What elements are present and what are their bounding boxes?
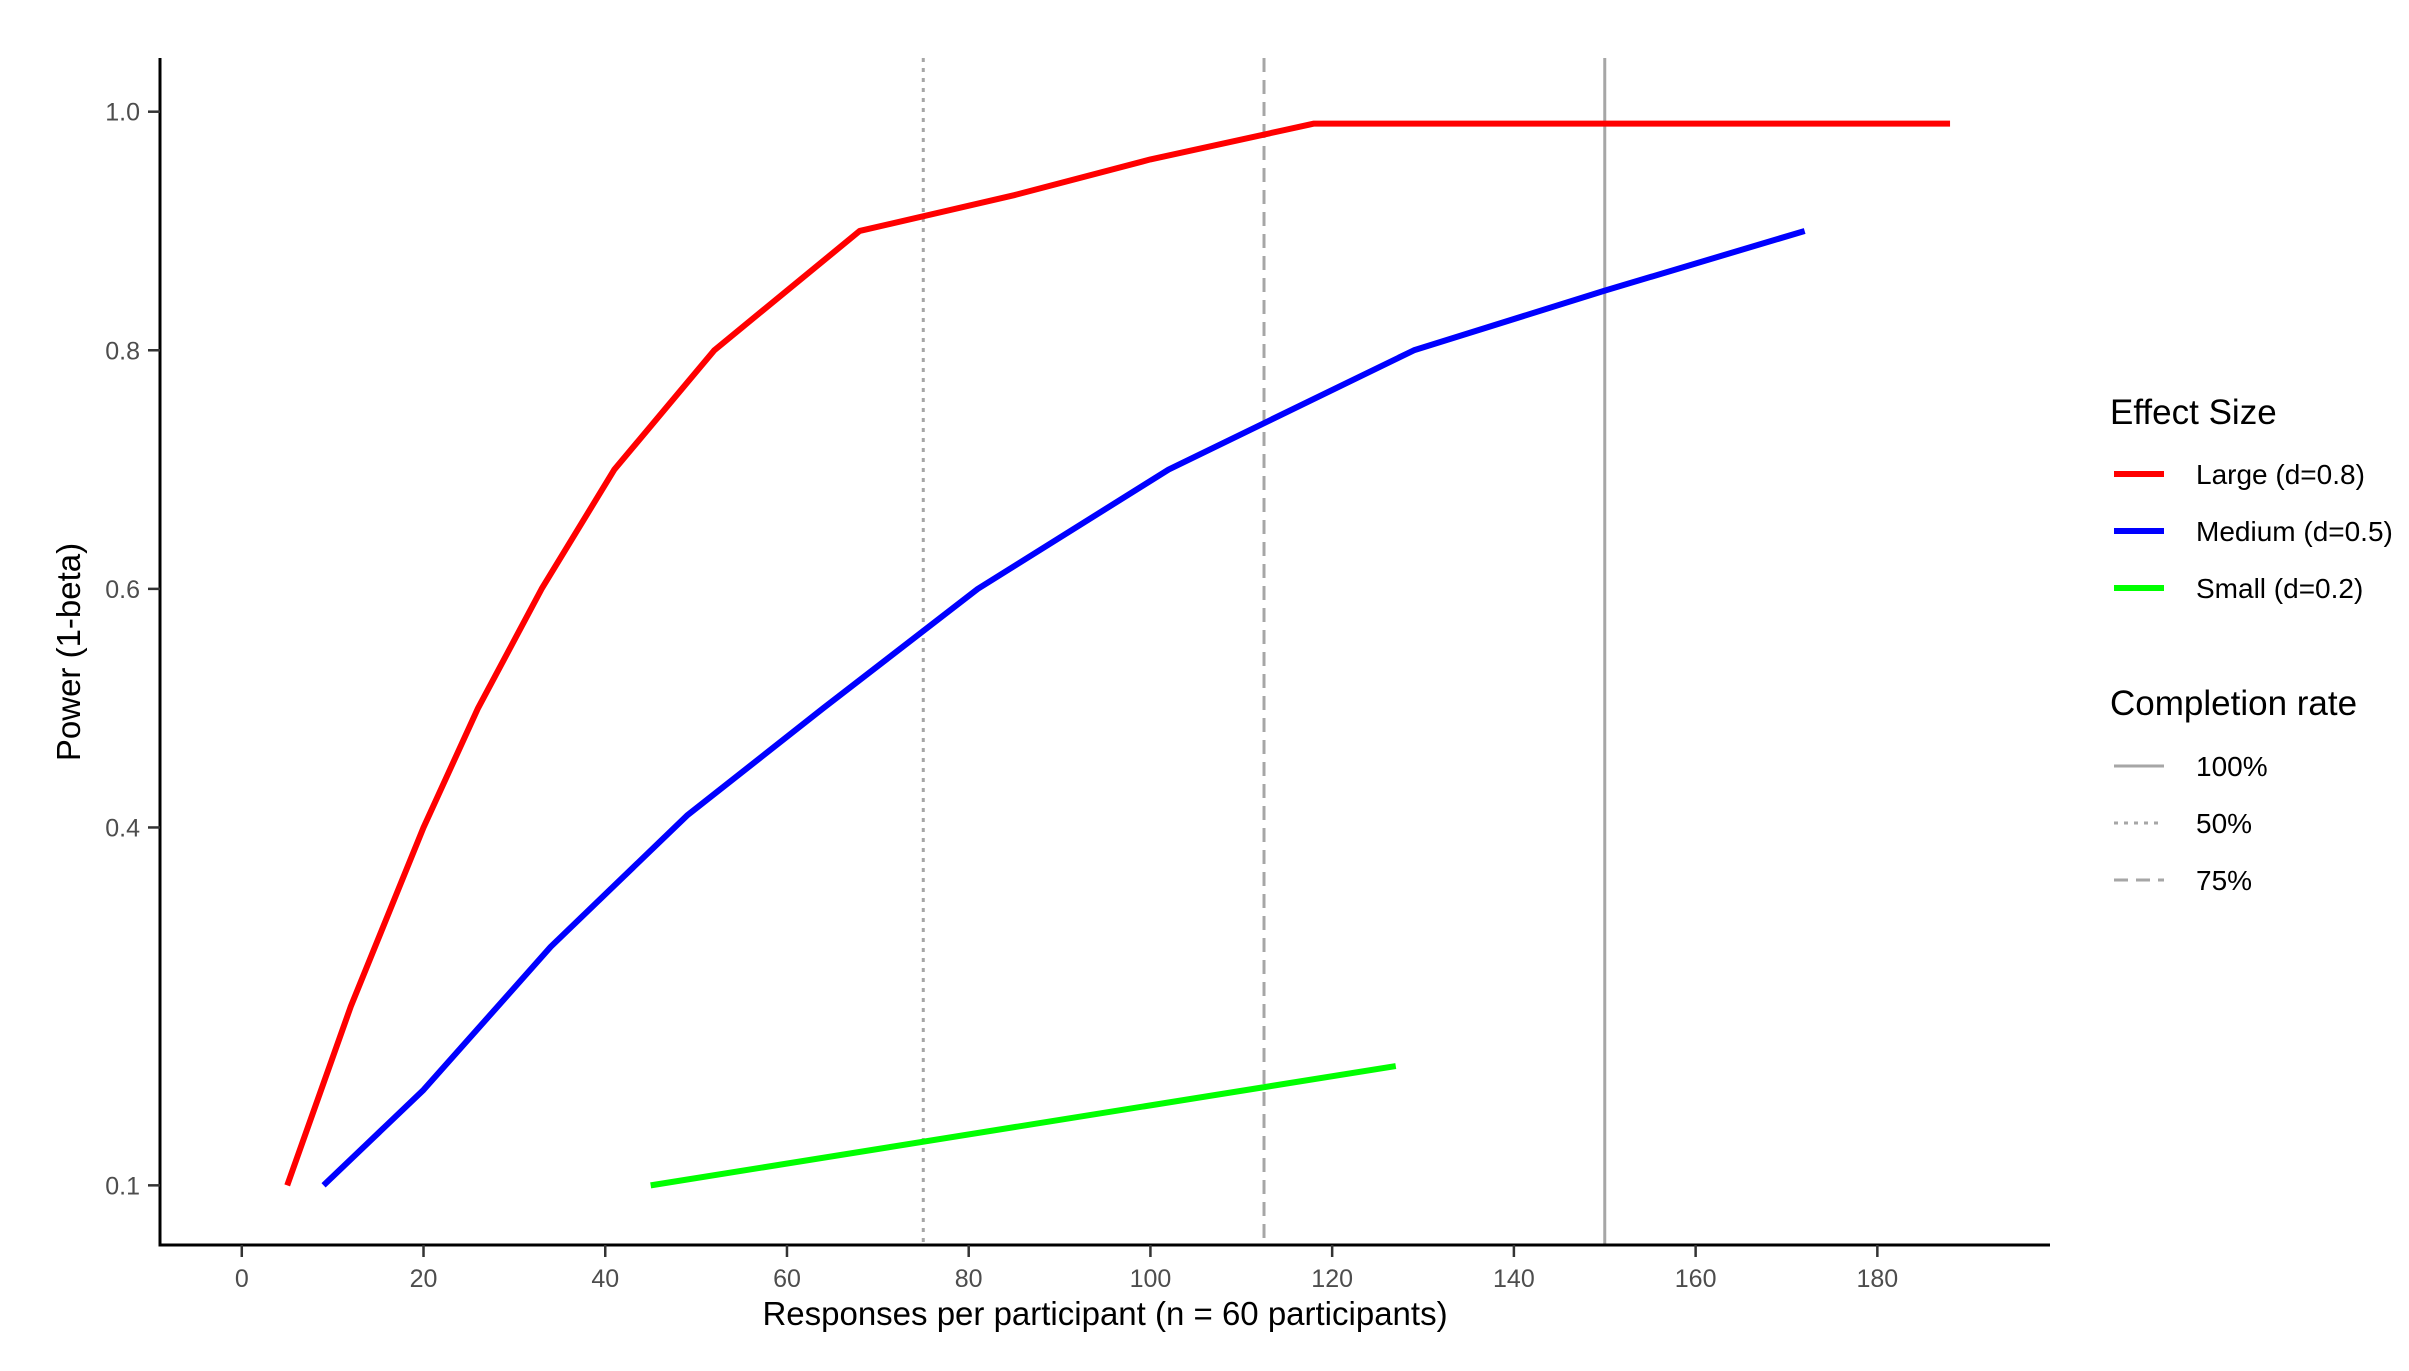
y-tick-label: 0.4 xyxy=(105,814,140,842)
x-tick-label: 120 xyxy=(1311,1265,1353,1293)
legend-label: Medium (d=0.5) xyxy=(2196,516,2393,547)
legend-label: Small (d=0.2) xyxy=(2196,573,2363,604)
x-tick-label: 80 xyxy=(955,1265,983,1293)
x-tick-label: 20 xyxy=(410,1265,438,1293)
series-line-small xyxy=(650,1063,1397,1189)
legend-title: Completion rate xyxy=(2110,684,2357,723)
legend-label: 50% xyxy=(2196,808,2252,839)
x-tick-label: 160 xyxy=(1675,1265,1717,1293)
x-axis-ticks: 0 20 40 60 80 100 120 140 160 180 xyxy=(235,1245,1898,1293)
legend-completion-rate: Completion rate 100% 50% 75% xyxy=(2110,684,2357,896)
axes xyxy=(158,58,2050,1247)
x-axis-title: Responses per participant (n = 60 partic… xyxy=(762,1295,1447,1332)
y-tick-label: 0.8 xyxy=(105,337,140,365)
legend-title: Effect Size xyxy=(2110,393,2277,432)
series-line-medium xyxy=(321,228,1806,1188)
y-tick-label: 0.6 xyxy=(105,576,140,604)
x-tick-label: 60 xyxy=(773,1265,801,1293)
x-tick-label: 0 xyxy=(235,1265,249,1293)
x-tick-label: 140 xyxy=(1493,1265,1535,1293)
x-tick-label: 40 xyxy=(591,1265,619,1293)
legend: Effect Size Large (d=0.8) Medium (d=0.5) Sm… xyxy=(2110,393,2393,896)
legend-label: 75% xyxy=(2196,865,2252,896)
legend-label: Large (d=0.8) xyxy=(2196,459,2365,490)
legend-effect-size: Effect Size Large (d=0.8) Medium (d=0.5) Sm… xyxy=(2110,393,2393,604)
y-tick-label: 0.1 xyxy=(105,1172,140,1200)
y-axis-title: Power (1-beta) xyxy=(50,543,87,761)
series-line-large xyxy=(284,120,1951,1187)
y-tick-label: 1.0 xyxy=(105,99,140,127)
legend-label: 100% xyxy=(2196,751,2268,782)
x-tick-label: 100 xyxy=(1130,1265,1172,1293)
completion-rate-reference-lines xyxy=(921,58,1607,1245)
y-axis-ticks: 0.1 0.4 0.6 0.8 1.0 xyxy=(105,99,160,1200)
effect-size-series xyxy=(284,120,1951,1189)
x-tick-label: 180 xyxy=(1856,1265,1898,1293)
